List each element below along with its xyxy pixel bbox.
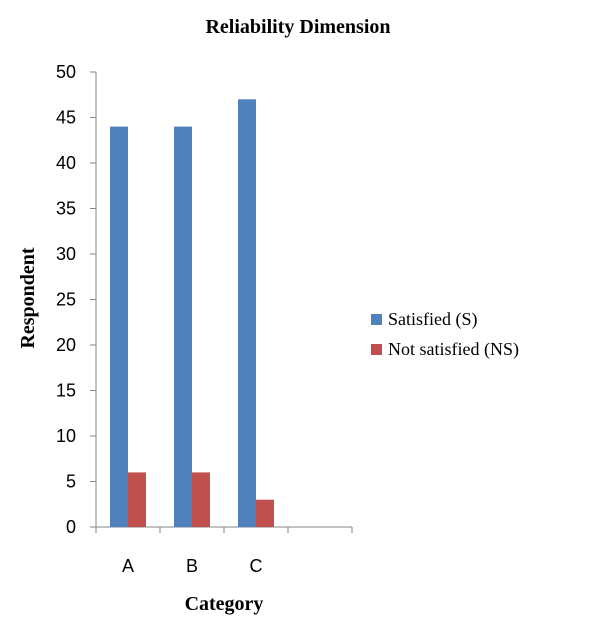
- legend-swatch: [371, 314, 382, 325]
- y-tick-label: 10: [56, 426, 76, 446]
- x-tick-label: A: [122, 556, 134, 576]
- x-tick-label: C: [250, 556, 263, 576]
- y-tick-label: 0: [66, 517, 76, 537]
- y-axis: 0 5 10 15 20 25 30 35 40 45 50: [56, 62, 97, 537]
- y-tick-label: 50: [56, 62, 76, 82]
- legend-swatch: [371, 344, 382, 355]
- y-tick-label: 5: [66, 472, 76, 492]
- bar-not-satisfied-a: [128, 472, 146, 527]
- y-tick-label: 30: [56, 244, 76, 264]
- bar-satisfied-c: [238, 99, 256, 528]
- legend-label: Not satisfied (NS): [388, 339, 519, 360]
- bars: [110, 99, 274, 528]
- bar-not-satisfied-c: [256, 499, 274, 527]
- y-tick-label: 35: [56, 199, 76, 219]
- legend-label: Satisfied (S): [388, 309, 478, 330]
- y-tick-label: 40: [56, 153, 76, 173]
- x-tick-label: B: [186, 556, 198, 576]
- y-tick-label: 45: [56, 108, 76, 128]
- legend: Satisfied (S) Not satisfied (NS): [371, 309, 519, 360]
- x-axis: A B C: [95, 526, 353, 576]
- bar-not-satisfied-b: [192, 472, 210, 527]
- bar-satisfied-a: [110, 126, 128, 527]
- bar-satisfied-b: [174, 126, 192, 527]
- x-axis-title: Category: [185, 593, 264, 615]
- y-axis-title: Respondent: [17, 247, 39, 348]
- chart-title: Reliability Dimension: [205, 16, 390, 38]
- y-tick-label: 20: [56, 335, 76, 355]
- y-tick-label: 25: [56, 290, 76, 310]
- y-tick-label: 15: [56, 381, 76, 401]
